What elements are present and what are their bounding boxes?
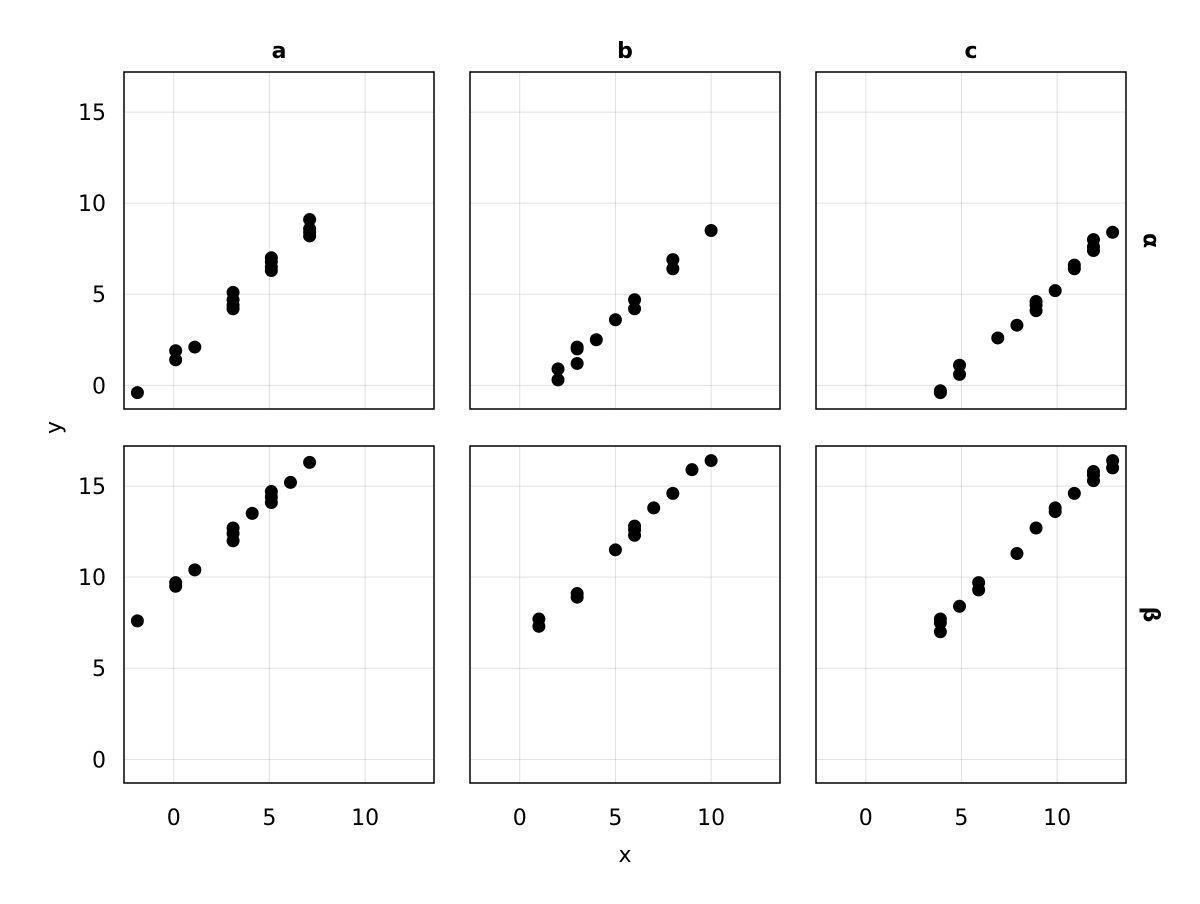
data-point bbox=[1048, 284, 1062, 298]
data-point bbox=[628, 302, 642, 316]
panel-frame bbox=[469, 71, 781, 410]
x-tick-label: 10 bbox=[1043, 806, 1071, 831]
data-point bbox=[953, 358, 967, 372]
data-point bbox=[532, 612, 546, 626]
x-tick-label: 10 bbox=[697, 806, 725, 831]
data-point bbox=[1086, 233, 1100, 247]
data-point bbox=[226, 285, 240, 299]
data-point bbox=[953, 599, 967, 613]
panel-frame bbox=[123, 71, 435, 410]
data-point bbox=[551, 362, 565, 376]
panel-b-alpha bbox=[469, 71, 781, 410]
y-tick-label: 0 bbox=[92, 748, 106, 773]
data-point bbox=[704, 454, 718, 468]
data-point bbox=[1029, 521, 1043, 535]
data-point bbox=[1067, 486, 1081, 500]
data-point bbox=[1010, 318, 1024, 332]
data-point bbox=[647, 501, 661, 515]
data-point bbox=[226, 521, 240, 535]
data-point bbox=[570, 340, 584, 354]
panel-a-beta: 0 5 10 15 0 5 10 bbox=[78, 445, 435, 831]
data-point bbox=[685, 463, 699, 477]
x-tick-label: 10 bbox=[351, 806, 379, 831]
data-point bbox=[1010, 546, 1024, 560]
data-point bbox=[130, 614, 144, 628]
data-point bbox=[303, 213, 317, 227]
x-tick-label: 5 bbox=[954, 806, 968, 831]
column-title-c: c bbox=[964, 39, 977, 64]
panel-c-beta: 0 5 10 bbox=[815, 445, 1127, 831]
data-point bbox=[628, 519, 642, 533]
data-point bbox=[264, 485, 278, 499]
data-point bbox=[188, 340, 202, 354]
column-title-b: b bbox=[617, 39, 633, 64]
panel-frame bbox=[815, 445, 1127, 784]
y-tick-label: 0 bbox=[92, 374, 106, 399]
row-title-beta: β bbox=[1138, 607, 1163, 623]
data-point bbox=[608, 313, 622, 327]
y-tick-label: 10 bbox=[78, 566, 106, 591]
data-point bbox=[551, 373, 565, 387]
x-tick-label: 5 bbox=[608, 806, 622, 831]
x-tick-label: 5 bbox=[262, 806, 276, 831]
x-tick-label: 0 bbox=[167, 806, 181, 831]
x-tick-label: 0 bbox=[513, 806, 527, 831]
data-point bbox=[303, 222, 317, 236]
data-point bbox=[169, 344, 183, 358]
data-point bbox=[169, 576, 183, 590]
data-point bbox=[933, 612, 947, 626]
data-point bbox=[972, 576, 986, 590]
data-point bbox=[589, 333, 603, 347]
data-point bbox=[1106, 225, 1120, 239]
data-point bbox=[264, 251, 278, 265]
y-tick-label: 5 bbox=[92, 657, 106, 682]
data-point bbox=[303, 455, 317, 469]
data-point bbox=[666, 262, 680, 276]
data-point bbox=[570, 356, 584, 370]
data-point bbox=[933, 384, 947, 398]
panel-a-alpha: 0 5 10 15 bbox=[78, 71, 435, 410]
data-point bbox=[1048, 501, 1062, 515]
data-point bbox=[953, 367, 967, 381]
data-point bbox=[1106, 454, 1120, 468]
data-point bbox=[666, 486, 680, 500]
data-point bbox=[666, 253, 680, 267]
y-axis-label: y bbox=[42, 421, 67, 434]
data-point bbox=[991, 331, 1005, 345]
x-axis-label: x bbox=[618, 843, 631, 868]
y-tick-label: 15 bbox=[78, 101, 106, 126]
data-point bbox=[704, 223, 718, 237]
y-tick-label: 5 bbox=[92, 283, 106, 308]
y-tick-label: 10 bbox=[78, 192, 106, 217]
data-point bbox=[245, 506, 259, 520]
data-point bbox=[628, 293, 642, 307]
x-tick-label: 0 bbox=[859, 806, 873, 831]
data-point bbox=[570, 587, 584, 601]
row-title-alpha: α bbox=[1138, 233, 1163, 248]
column-title-a: a bbox=[272, 39, 287, 64]
data-point bbox=[169, 353, 183, 367]
data-point bbox=[188, 563, 202, 577]
y-tick-label: 15 bbox=[78, 475, 106, 500]
data-point bbox=[608, 543, 622, 557]
panel-frame bbox=[815, 71, 1127, 410]
panel-c-alpha bbox=[815, 71, 1127, 410]
data-point bbox=[933, 625, 947, 639]
data-point bbox=[130, 386, 144, 400]
data-point bbox=[283, 475, 297, 489]
panel-b-beta: 0 5 10 bbox=[469, 445, 781, 831]
data-point bbox=[1086, 465, 1100, 479]
data-point bbox=[1029, 295, 1043, 309]
data-point bbox=[1067, 258, 1081, 272]
panel-frame bbox=[469, 445, 781, 784]
panel-frame bbox=[123, 445, 435, 784]
